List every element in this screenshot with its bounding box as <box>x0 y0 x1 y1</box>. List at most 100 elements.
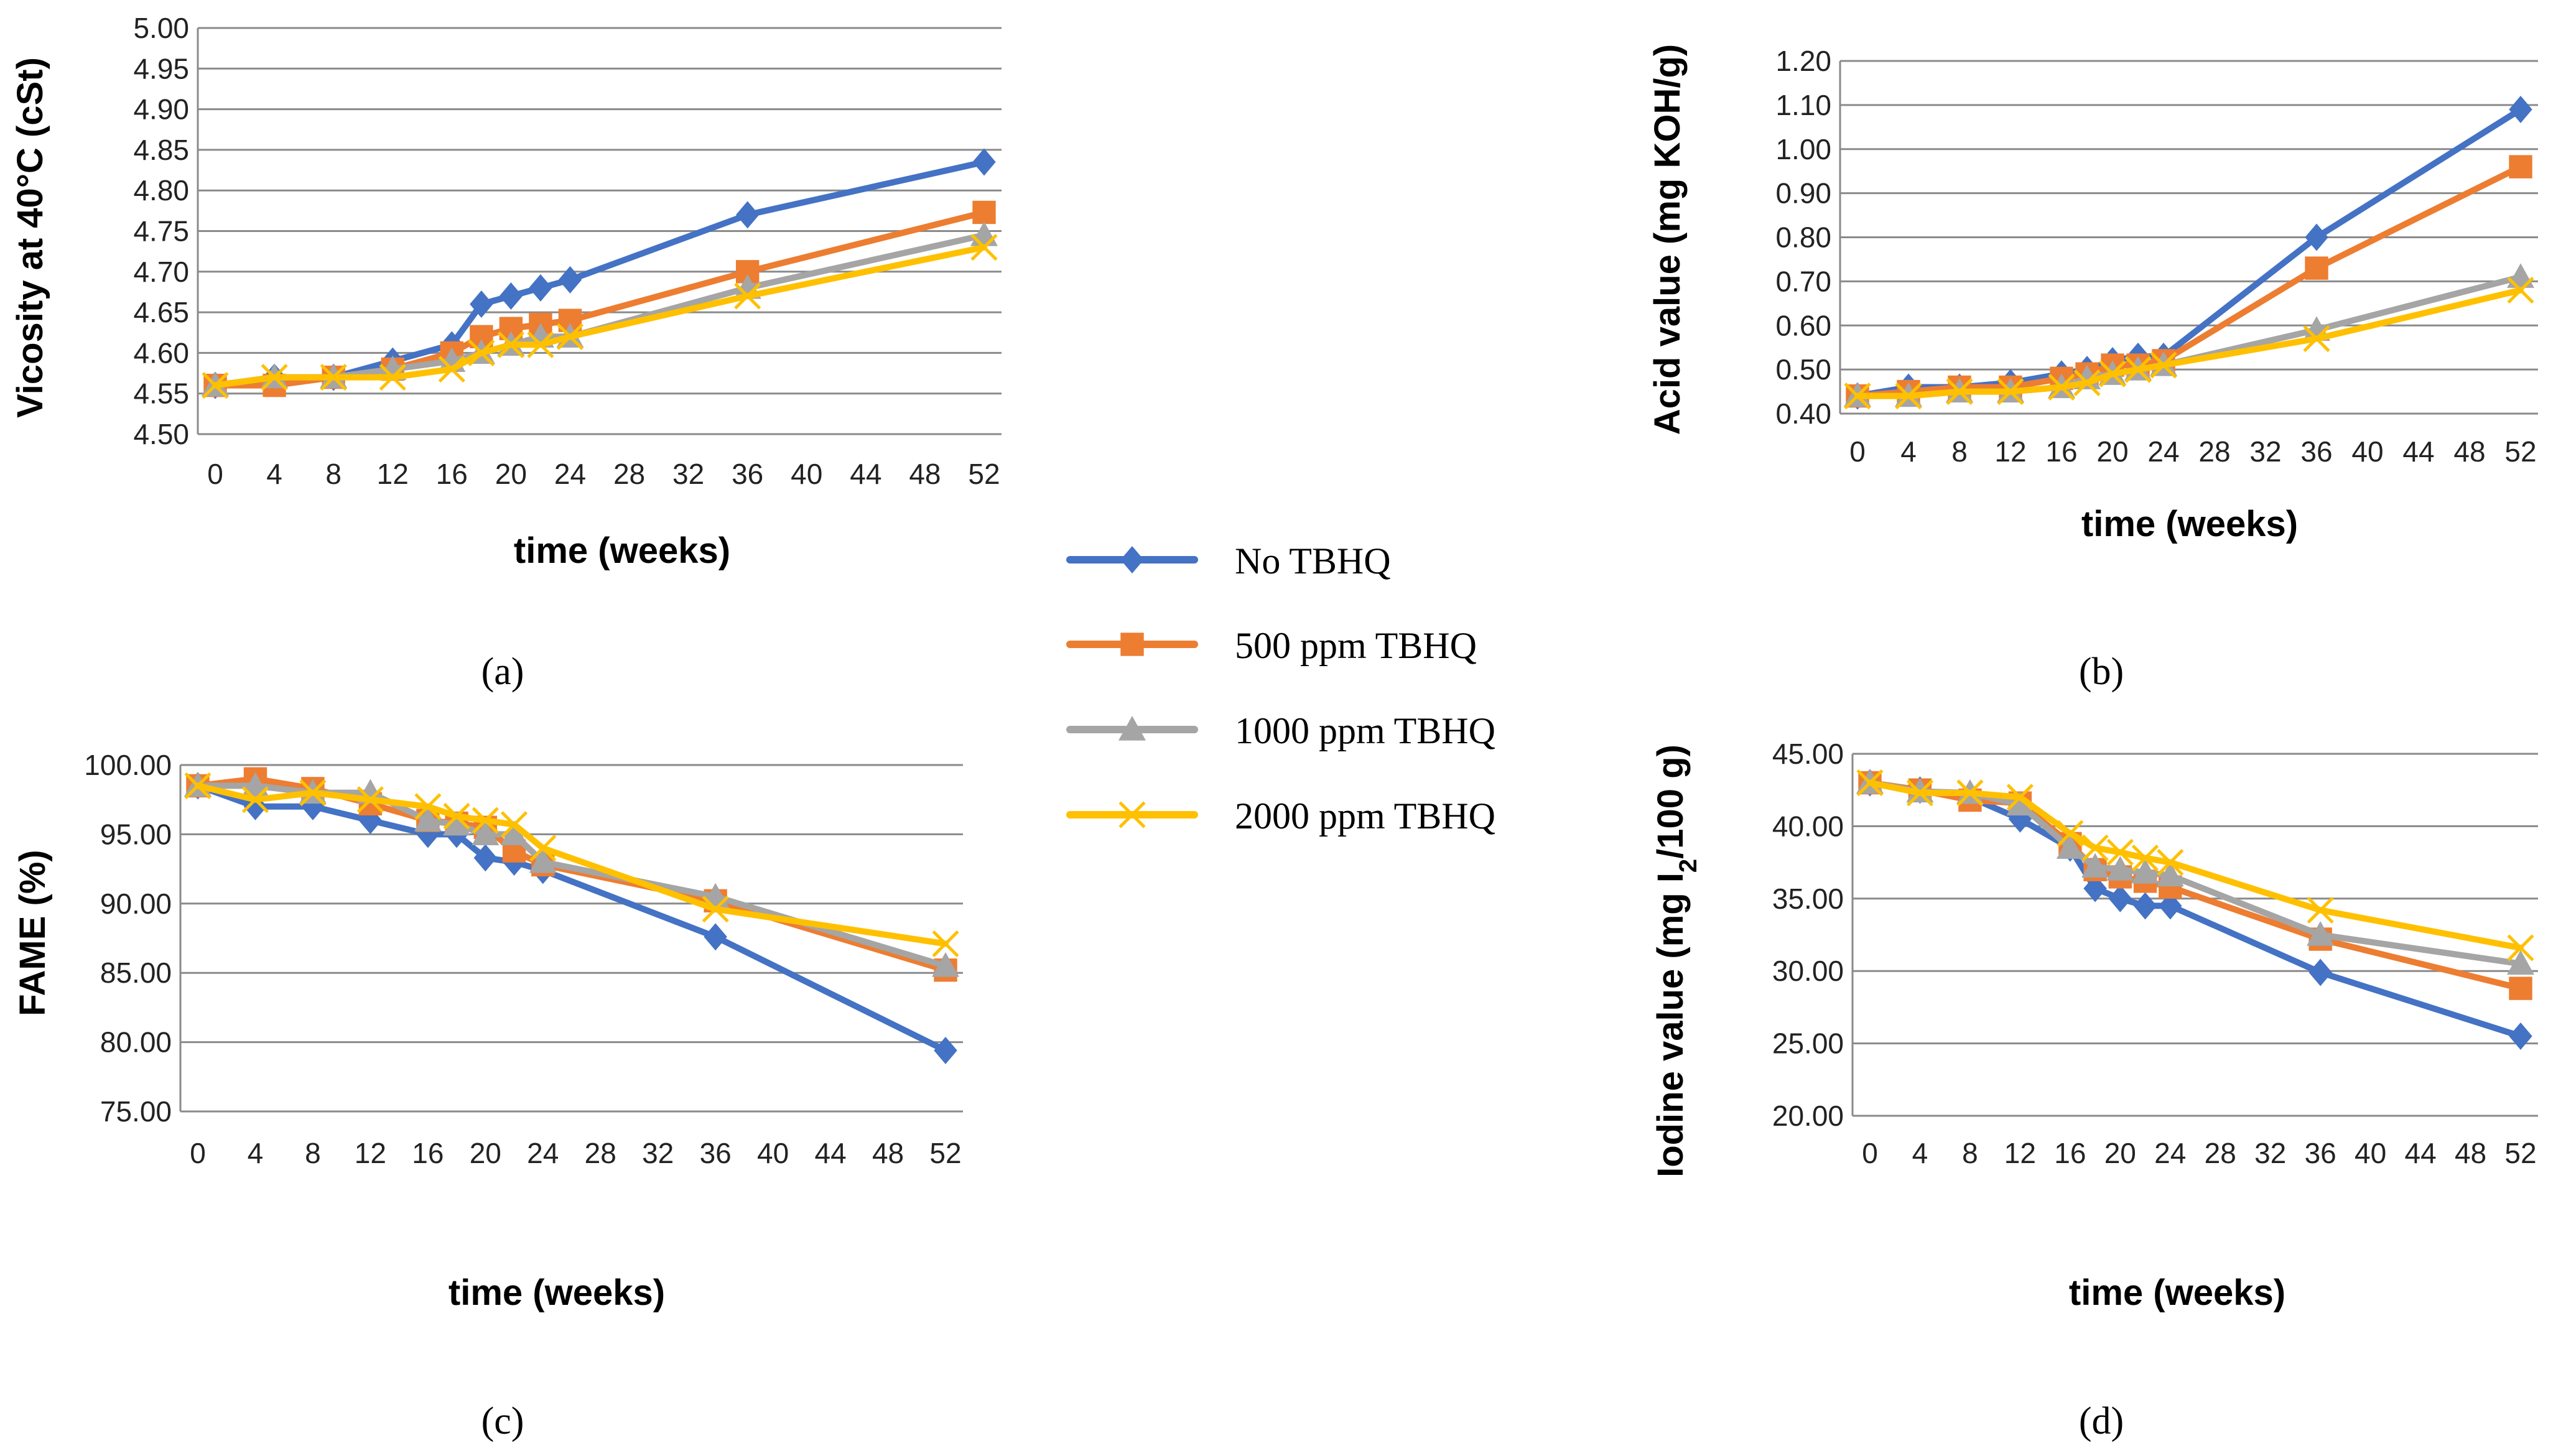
x-tick-label: 8 <box>1951 435 1968 468</box>
data-point <box>468 339 495 366</box>
data-point <box>202 372 229 399</box>
panel-caption: (d) <box>2079 1400 2124 1442</box>
data-point <box>261 364 288 391</box>
x-tick-label: 28 <box>2198 435 2230 468</box>
x-tick-label: 20 <box>2104 1137 2136 1169</box>
x-tick-label: 20 <box>2096 435 2128 468</box>
data-point <box>2133 892 2157 920</box>
data-point <box>529 274 552 302</box>
data-point <box>2307 921 2335 946</box>
x-tick-label: 8 <box>1962 1137 1978 1169</box>
legend-marker <box>1118 801 1146 828</box>
legend-label: 2000 ppm TBHQ <box>1235 795 1495 837</box>
data-point <box>241 772 269 797</box>
data-point <box>472 820 500 845</box>
series-line <box>1867 779 2524 1039</box>
x-tick-label: 48 <box>909 458 941 490</box>
data-point <box>2081 834 2109 861</box>
data-point <box>2048 373 2075 401</box>
y-tick-label: 4.70 <box>133 256 189 288</box>
series-line <box>195 782 949 1054</box>
data-point <box>473 844 498 872</box>
gridlines <box>180 764 963 1113</box>
data-point <box>2157 849 2184 876</box>
data-point <box>2305 256 2328 280</box>
y-tick-label: 95.00 <box>100 818 172 850</box>
legend-label: 500 ppm TBHQ <box>1235 625 1477 666</box>
data-point <box>2159 892 2182 920</box>
y-tick-label: 4.50 <box>133 418 189 450</box>
data-point <box>704 923 727 951</box>
data-point <box>2509 976 2532 1000</box>
legend-marker <box>1118 716 1146 741</box>
data-point <box>2099 360 2126 387</box>
x-tick-label: 36 <box>2305 1137 2336 1169</box>
x-axis-label: time (weeks) <box>2081 504 2298 544</box>
y-tick-label: 5.00 <box>133 12 189 44</box>
y-tick-label: 4.75 <box>133 215 189 248</box>
y-tick-label: 4.85 <box>133 134 189 166</box>
x-tick-label: 12 <box>377 458 409 490</box>
x-tick-label: 52 <box>2504 435 2536 468</box>
x-axis-label: time (weeks) <box>449 1273 665 1313</box>
y-tick-label: 85.00 <box>100 957 172 989</box>
x-tick-label: 48 <box>872 1137 904 1169</box>
x-tick-label: 32 <box>2249 435 2281 468</box>
y-tick-label: 4.80 <box>133 174 189 206</box>
data-point <box>1956 779 1984 807</box>
x-tick-label: 4 <box>248 1137 264 1169</box>
data-point <box>320 364 347 391</box>
legend-marker <box>1120 633 1144 656</box>
y-tick-label: 0.70 <box>1775 265 1831 297</box>
data-point <box>241 786 269 814</box>
x-tick-label: 0 <box>190 1137 206 1169</box>
data-point <box>497 331 524 358</box>
data-point <box>499 282 523 310</box>
data-point <box>734 282 761 310</box>
data-point <box>2307 896 2334 924</box>
x-tick-label: 16 <box>412 1137 444 1169</box>
y-tick-label: 35.00 <box>1772 883 1844 915</box>
data-point <box>438 355 465 383</box>
x-tick-label: 44 <box>2402 435 2434 468</box>
data-point <box>379 364 406 391</box>
data-point <box>702 896 729 923</box>
x-tick-label: 48 <box>2455 1137 2486 1169</box>
data-point <box>299 779 327 807</box>
data-point <box>2006 791 2034 816</box>
x-axis-label: time (weeks) <box>2069 1273 2285 1313</box>
chart-iodine-value: Iodine value (mg I2/100 g) time (weeks) … <box>1650 738 2538 1442</box>
legend-entry: No TBHQ <box>1066 540 1391 582</box>
data-point <box>414 793 442 820</box>
y-tick-label: 90.00 <box>100 888 172 920</box>
x-tick-label: 24 <box>2147 435 2179 468</box>
chart-acid-value: Acid value (mg KOH/g) time (weeks) (b) 0… <box>1647 44 2538 693</box>
gridlines <box>198 27 1002 435</box>
legend-symbol <box>1066 716 1198 741</box>
data-point <box>2106 838 2134 866</box>
x-tick-label: 24 <box>2154 1137 2186 1169</box>
data-point <box>500 811 528 838</box>
x-tick-label: 40 <box>791 458 822 490</box>
legend-entry: 500 ppm TBHQ <box>1066 625 1477 666</box>
y-tick-label: 4.55 <box>133 378 189 410</box>
x-tick-label: 4 <box>1912 1137 1928 1169</box>
x-tick-label: 40 <box>2355 1137 2386 1169</box>
data-point <box>2507 263 2534 288</box>
data-point <box>470 290 493 318</box>
data-point <box>1997 378 2024 406</box>
x-tick-label: 32 <box>642 1137 674 1169</box>
data-point <box>414 807 442 832</box>
y-axis-label: Vicosity at 40°C (cSt) <box>10 57 50 418</box>
data-point <box>2108 884 2132 912</box>
legend-entry: 1000 ppm TBHQ <box>1066 710 1495 751</box>
data-point <box>356 786 384 814</box>
data-point <box>2131 858 2159 884</box>
data-point <box>2131 845 2159 872</box>
legend: No TBHQ 500 ppm TBHQ 1000 ppm TBHQ 2000 … <box>1066 540 1495 837</box>
y-tick-label: 0.40 <box>1775 397 1831 430</box>
data-point <box>1844 383 1871 410</box>
y-tick-label: 25.00 <box>1772 1027 1844 1060</box>
data-point <box>970 221 998 246</box>
x-tick-label: 16 <box>2045 435 2077 468</box>
